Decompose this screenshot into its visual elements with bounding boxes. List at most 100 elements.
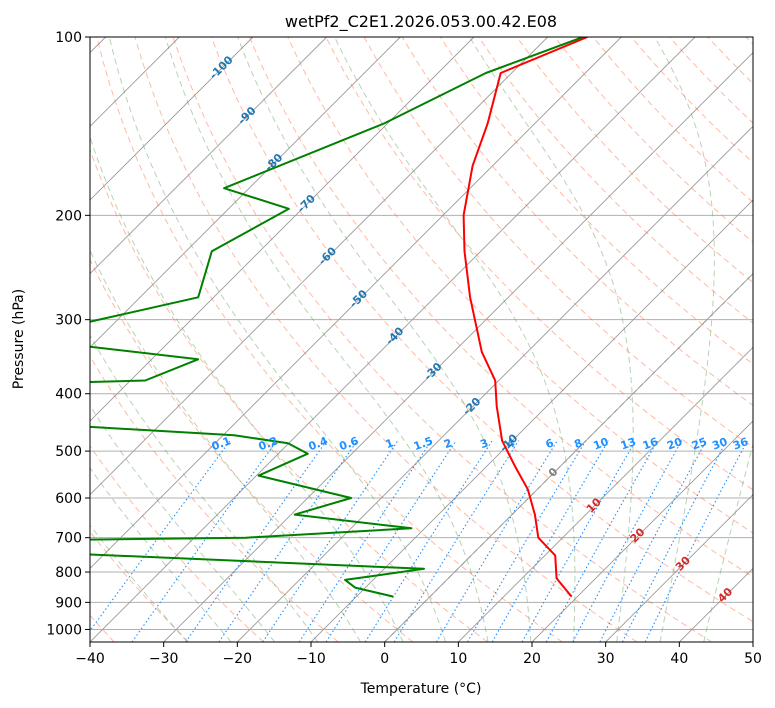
x-tick-label: −10 <box>296 651 326 667</box>
isotherm-gridline <box>163 52 753 642</box>
mixing-ratio-label: 10 <box>592 435 611 453</box>
dry-adiabat-label: -30 <box>421 360 444 383</box>
y-tick-label: 100 <box>55 30 82 46</box>
dry-adiabat-line <box>96 37 563 642</box>
dry-adiabat-label: -60 <box>316 244 339 267</box>
dry-adiabat-label: 30 <box>673 553 693 573</box>
isotherm-gridline <box>531 420 753 642</box>
mixing-ratio-line <box>644 440 748 642</box>
mixing-ratio-label: 20 <box>665 435 684 453</box>
mixing-ratio-label: 2 <box>442 436 454 451</box>
y-tick-label: 400 <box>55 387 82 403</box>
dry-adiabat-line <box>210 37 753 623</box>
y-tick-label: 200 <box>55 208 82 224</box>
mixing-ratio-line <box>491 440 609 642</box>
dry-adiabat-line <box>90 148 488 642</box>
mixing-ratio-line <box>185 440 328 642</box>
mixing-ratio-label: 13 <box>619 435 638 452</box>
mixing-ratio-line <box>262 440 399 642</box>
dry-adiabat-line <box>172 37 712 642</box>
isotherm-gridline <box>90 37 327 275</box>
dewpoint-profile-line <box>90 37 584 598</box>
isotherm-gridline <box>458 346 753 642</box>
line-label-layer: 0.1 0.2 0.4 0.6 1 1.5 2 3 4 6 8 10 13 16 20 25 30 36-100-… <box>207 53 750 605</box>
moist-adiabat-line <box>90 404 275 642</box>
isotherm-gridline <box>605 494 753 642</box>
isotherm-gridline <box>90 37 696 642</box>
isotherm-gridline <box>310 199 753 642</box>
mixing-ratio-label: 16 <box>641 435 660 453</box>
mixing-ratio-label: 25 <box>690 435 709 452</box>
mixing-ratio-label: 0.4 <box>307 434 330 453</box>
moist-adiabat-line <box>90 524 188 642</box>
x-axis-title: Temperature (°C) <box>360 681 482 697</box>
x-tick-label: 30 <box>597 651 615 667</box>
freezing-isotherm <box>384 272 753 642</box>
moist-adiabat-line <box>90 135 404 642</box>
dry-adiabat-line <box>90 355 339 642</box>
mixing-ratio-label: 8 <box>572 436 584 451</box>
mixing-ratio-line <box>218 440 358 642</box>
dry-adiabat-label: 20 <box>628 525 648 545</box>
y-tick-label: 300 <box>55 313 82 329</box>
moist-adiabat-line <box>654 37 715 642</box>
mixing-ratio-line <box>364 440 493 642</box>
mixing-ratio-label: 36 <box>731 435 750 453</box>
mixing-ratio-line <box>572 440 683 642</box>
mixing-ratio-line <box>545 440 659 642</box>
isotherm-gridline <box>752 641 753 642</box>
moist-adiabat-line <box>703 441 753 642</box>
dry-adiabat-line <box>592 37 753 203</box>
dry-adiabat-line <box>707 37 753 85</box>
dry-adiabat-label: -40 <box>383 324 406 347</box>
dry-adiabat-line <box>287 37 753 534</box>
mixing-ratio-line <box>131 440 278 642</box>
dry-adiabat-line <box>745 37 753 45</box>
dry-adiabat-line <box>90 258 414 642</box>
chart-title: wetPf2_C2E1.2026.053.00.42.E08 <box>285 12 557 32</box>
moist-adiabat-line <box>90 334 319 642</box>
moist-adiabat-line <box>237 37 532 642</box>
mixing-ratio-label: 3 <box>478 436 490 451</box>
dry-adiabat-label: -70 <box>295 192 318 215</box>
axis-layer: −40 −30 −20 −10 0 10 20 30 40 5010020030040050060… <box>46 30 762 667</box>
dry-adiabat-label: 0 <box>546 465 561 480</box>
isotherm-gridline <box>90 37 548 496</box>
mixing-ratio-line <box>467 440 587 642</box>
dry-adiabat-label: -50 <box>347 287 370 310</box>
mixing-ratio-line <box>298 440 432 642</box>
isotherm-gridline <box>90 37 254 201</box>
dry-adiabat-line <box>669 37 753 124</box>
mixing-ratio-line <box>393 440 520 642</box>
dry-adiabat-line <box>90 445 264 642</box>
dry-adiabat-line <box>325 37 753 491</box>
mixing-ratio-label: 0.1 <box>210 434 233 453</box>
moist-adiabat-line <box>164 37 489 642</box>
line-layer <box>90 37 588 598</box>
dry-adiabat-label: -20 <box>460 395 483 418</box>
x-tick-label: 50 <box>744 651 762 667</box>
moist-adiabat-line <box>334 37 576 642</box>
mixing-ratio-label: 6 <box>544 436 556 451</box>
mixing-ratio-label: 0.6 <box>338 434 361 453</box>
isotherm-gridline <box>90 37 475 422</box>
isotherm-gridline <box>384 273 753 642</box>
moist-adiabat-line <box>108 37 446 642</box>
y-tick-label: 900 <box>55 595 82 611</box>
isotherm-gridline <box>90 37 622 569</box>
plot-frame <box>89 36 754 643</box>
x-tick-label: 40 <box>670 651 688 667</box>
dry-adiabat-label: -90 <box>235 104 258 127</box>
dry-adiabat-line <box>134 37 638 642</box>
mixing-ratio-label: 1.5 <box>412 434 435 453</box>
isotherm-gridline <box>90 37 401 348</box>
y-tick-label: 800 <box>55 565 82 581</box>
x-tick-label: −40 <box>75 651 105 667</box>
mixing-ratio-line <box>325 440 457 642</box>
dry-adiabat-label: -100 <box>207 53 236 82</box>
x-tick-label: −30 <box>149 651 179 667</box>
y-tick-label: 600 <box>55 491 82 507</box>
mixing-ratio-line <box>435 440 558 642</box>
moist-adiabat-line <box>90 249 362 642</box>
isotherm-gridline <box>679 567 753 642</box>
